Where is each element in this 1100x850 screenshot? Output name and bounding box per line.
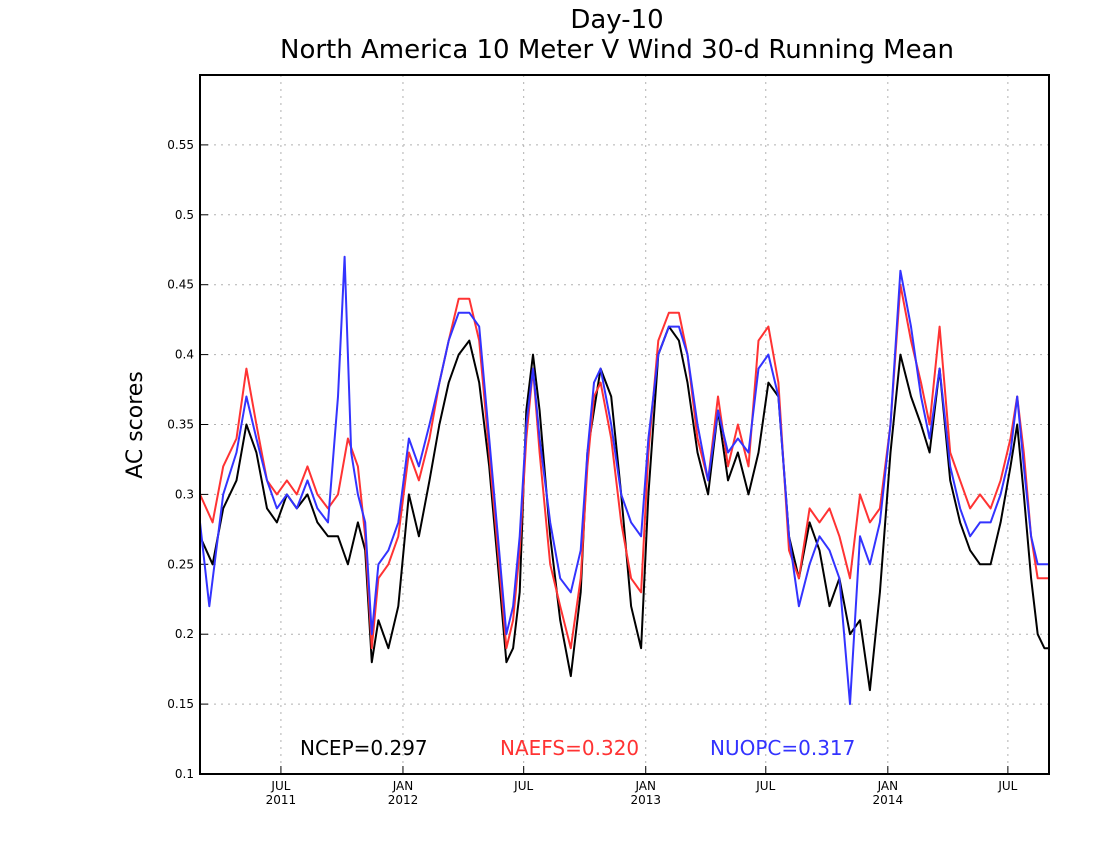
x-tick-year-label: 2012	[388, 793, 419, 807]
y-tick-label: 0.1	[175, 767, 194, 781]
plot-frame	[199, 74, 1050, 775]
x-tick-year-label: 2011	[266, 793, 297, 807]
series-line-1	[199, 283, 1049, 650]
y-tick-label: 0.35	[167, 418, 194, 432]
x-tick-label: JUL	[755, 779, 775, 793]
x-tick-label: JAN	[392, 779, 414, 793]
y-tick-label: 0.5	[175, 208, 194, 222]
x-tick-year-label: 2013	[630, 793, 661, 807]
y-tick-label: 0.2	[175, 627, 194, 641]
grid	[200, 75, 1049, 774]
y-tick-label: 0.45	[167, 278, 194, 292]
axes: 0.10.150.20.250.30.350.40.450.50.55JUL20…	[167, 138, 1017, 807]
legend-entry-0: NCEP=0.297	[300, 736, 428, 760]
series-line-2	[199, 255, 1049, 706]
y-tick-label: 0.15	[167, 697, 194, 711]
x-tick-label: JUL	[997, 779, 1017, 793]
chart-title: Day-10	[570, 5, 663, 35]
x-tick-label: JUL	[513, 779, 533, 793]
x-tick-label: JAN	[877, 779, 899, 793]
y-tick-label: 0.3	[175, 487, 194, 501]
y-tick-label: 0.25	[167, 557, 194, 571]
x-tick-label: JUL	[270, 779, 290, 793]
legend-entry-2: NUOPC=0.317	[710, 736, 855, 760]
y-axis-label: AC scores	[123, 371, 148, 479]
chart-subtitle: North America 10 Meter V Wind 30-d Runni…	[280, 35, 954, 65]
legend: NCEP=0.297 NAEFS=0.320 NUOPC=0.317	[300, 736, 855, 760]
y-tick-label: 0.55	[167, 138, 194, 152]
x-tick-year-label: 2014	[873, 793, 904, 807]
y-tick-label: 0.4	[175, 348, 194, 362]
x-tick-label: JAN	[634, 779, 656, 793]
legend-entry-1: NAEFS=0.320	[500, 736, 639, 760]
series-lines	[199, 255, 1049, 706]
